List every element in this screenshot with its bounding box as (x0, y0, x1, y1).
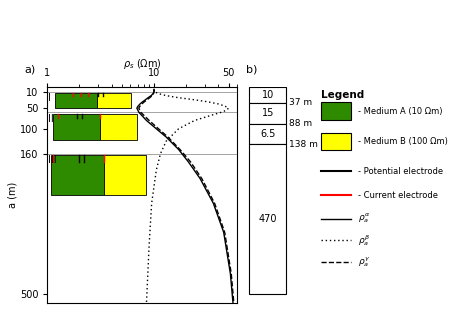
Y-axis label: a (m): a (m) (7, 182, 17, 208)
Bar (321, 102, 351, 120)
Bar (55, 93, 97, 109)
Bar (321, 133, 351, 150)
Bar (51, 155, 104, 195)
Text: 37 m: 37 m (289, 98, 312, 107)
Bar (249, 144, 286, 294)
Bar (53, 114, 100, 140)
Bar (104, 155, 146, 195)
Text: $\rho_a^{\gamma}$: $\rho_a^{\gamma}$ (358, 255, 370, 269)
Text: - Potential electrode: - Potential electrode (358, 167, 443, 176)
Text: II: II (47, 114, 54, 124)
Text: - Medium B (100 Ωm): - Medium B (100 Ωm) (358, 137, 448, 146)
Text: III: III (47, 155, 56, 165)
Text: 138 m: 138 m (289, 140, 318, 149)
Bar (249, 124, 286, 144)
Text: b): b) (246, 65, 258, 75)
Bar (100, 114, 137, 140)
Bar (249, 87, 286, 103)
Text: - Current electrode: - Current electrode (358, 191, 438, 199)
Text: - Medium A (10 Ωm): - Medium A (10 Ωm) (358, 106, 442, 115)
Text: Legend: Legend (321, 90, 365, 100)
Text: 10: 10 (262, 90, 274, 100)
Text: 470: 470 (258, 214, 277, 224)
Text: 88 m: 88 m (289, 119, 312, 128)
X-axis label: $\rho_s$ ($\Omega$m): $\rho_s$ ($\Omega$m) (123, 57, 162, 71)
Text: I: I (47, 93, 50, 103)
Bar (249, 103, 286, 124)
Bar (97, 93, 131, 109)
Text: 6.5: 6.5 (260, 129, 275, 139)
Text: $\rho_a^{\alpha}$: $\rho_a^{\alpha}$ (358, 212, 370, 226)
Text: a): a) (25, 65, 36, 75)
Text: $\rho_a^{\beta}$: $\rho_a^{\beta}$ (358, 233, 370, 248)
Text: 15: 15 (262, 108, 274, 118)
